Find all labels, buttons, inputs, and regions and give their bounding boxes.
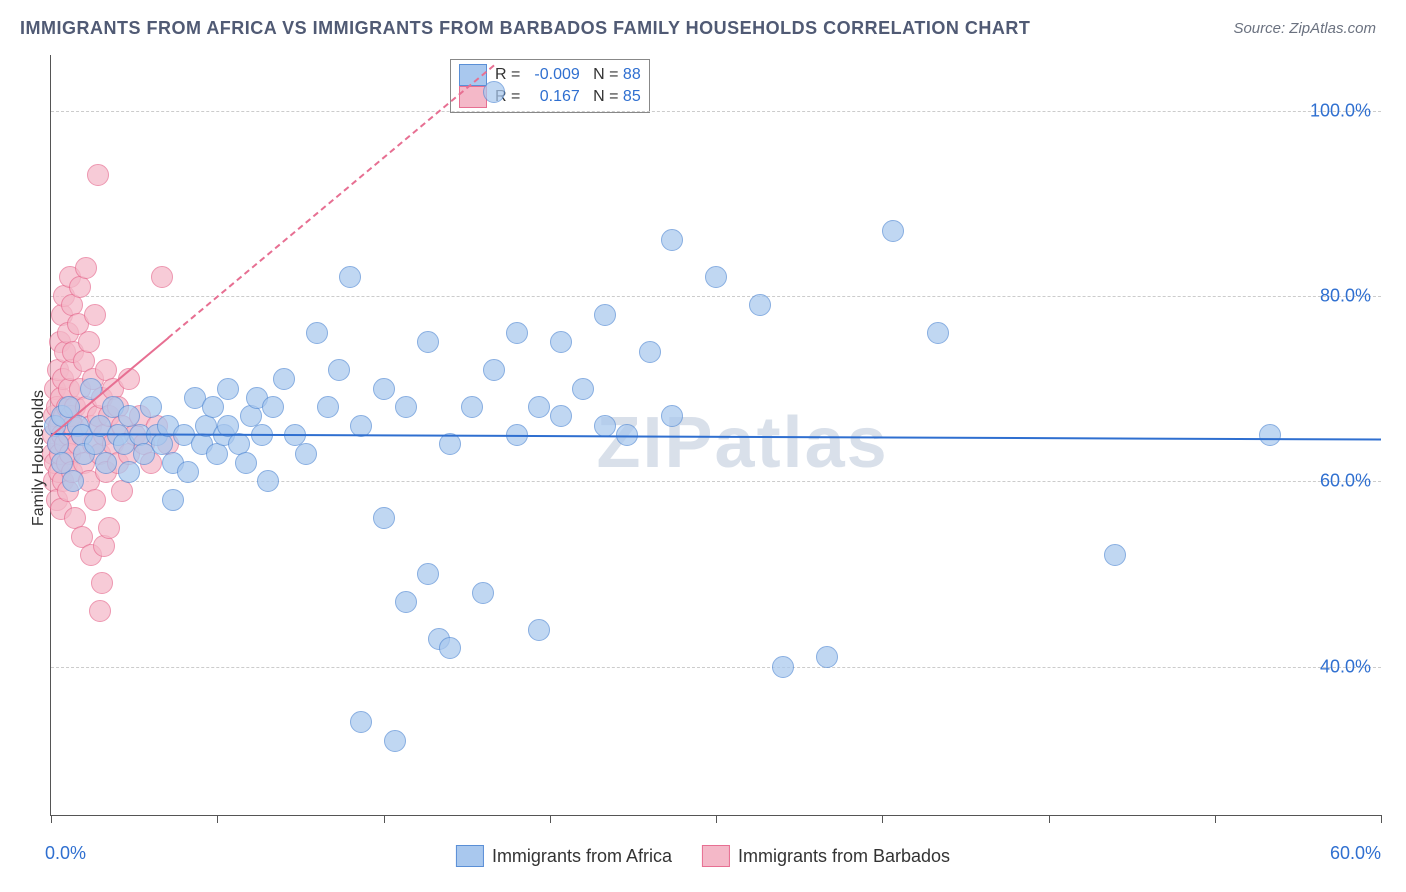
legend-item-africa: Immigrants from Africa	[456, 845, 672, 867]
x-tick	[217, 815, 218, 823]
data-point-africa	[1104, 544, 1126, 566]
data-point-africa	[572, 378, 594, 400]
data-point-africa	[661, 229, 683, 251]
trendline-barbados	[168, 64, 495, 338]
data-point-africa	[1259, 424, 1281, 446]
data-point-barbados	[98, 517, 120, 539]
data-point-africa	[472, 582, 494, 604]
data-point-africa	[339, 266, 361, 288]
data-point-barbados	[89, 600, 111, 622]
data-point-africa	[483, 359, 505, 381]
x-tick	[1215, 815, 1216, 823]
data-point-barbados	[87, 164, 109, 186]
watermark: ZIPatlas	[597, 402, 889, 484]
chart-title: IMMIGRANTS FROM AFRICA VS IMMIGRANTS FRO…	[20, 18, 1030, 39]
source-label: Source: ZipAtlas.com	[1233, 20, 1376, 37]
data-point-africa	[273, 368, 295, 390]
gridline	[51, 667, 1381, 668]
data-point-africa	[118, 461, 140, 483]
data-point-africa	[417, 331, 439, 353]
x-tick	[51, 815, 52, 823]
data-point-africa	[257, 470, 279, 492]
y-axis-label: Family Households	[30, 390, 48, 526]
data-point-africa	[317, 396, 339, 418]
data-point-africa	[483, 81, 505, 103]
data-point-africa	[550, 405, 572, 427]
data-point-africa	[328, 359, 350, 381]
x-tick	[716, 815, 717, 823]
y-tick-label: 80.0%	[1320, 285, 1371, 306]
x-tick	[1381, 815, 1382, 823]
y-tick-label: 40.0%	[1320, 656, 1371, 677]
x-tick	[1049, 815, 1050, 823]
y-tick-label: 60.0%	[1320, 471, 1371, 492]
data-point-africa	[705, 266, 727, 288]
data-point-africa	[528, 396, 550, 418]
data-point-africa	[373, 378, 395, 400]
data-point-barbados	[75, 257, 97, 279]
data-point-africa	[661, 405, 683, 427]
data-point-africa	[506, 322, 528, 344]
data-point-africa	[395, 591, 417, 613]
x-tick	[384, 815, 385, 823]
data-point-africa	[306, 322, 328, 344]
data-point-africa	[927, 322, 949, 344]
data-point-barbados	[84, 489, 106, 511]
gridline	[51, 296, 1381, 297]
data-point-barbados	[78, 331, 100, 353]
data-point-africa	[235, 452, 257, 474]
data-point-africa	[594, 304, 616, 326]
data-point-africa	[594, 415, 616, 437]
correlation-legend: R = -0.009 N = 88 R = 0.167 N = 85	[450, 59, 650, 113]
legend-stats: R = 0.167 N = 85	[495, 88, 641, 106]
data-point-africa	[140, 396, 162, 418]
legend-item-barbados: Immigrants from Barbados	[702, 845, 950, 867]
data-point-africa	[95, 452, 117, 474]
data-point-africa	[417, 563, 439, 585]
legend-label: Immigrants from Barbados	[738, 846, 950, 867]
y-tick-label: 100.0%	[1310, 100, 1371, 121]
data-point-africa	[550, 331, 572, 353]
data-point-africa	[62, 470, 84, 492]
x-tick	[550, 815, 551, 823]
data-point-africa	[461, 396, 483, 418]
data-point-africa	[162, 489, 184, 511]
x-tick	[882, 815, 883, 823]
data-point-barbados	[91, 572, 113, 594]
data-point-africa	[217, 378, 239, 400]
data-point-africa	[373, 507, 395, 529]
data-point-africa	[262, 396, 284, 418]
series-legend: Immigrants from Africa Immigrants from Ba…	[456, 845, 950, 867]
legend-stats: R = -0.009 N = 88	[495, 66, 641, 84]
data-point-barbados	[84, 304, 106, 326]
data-point-africa	[749, 294, 771, 316]
data-point-africa	[350, 711, 372, 733]
data-point-barbados	[93, 535, 115, 557]
plot-area: ZIPatlas R = -0.009 N = 88 R = 0.167 N = …	[50, 55, 1381, 816]
gridline	[51, 111, 1381, 112]
data-point-africa	[395, 396, 417, 418]
data-point-africa	[177, 461, 199, 483]
data-point-africa	[639, 341, 661, 363]
gridline	[51, 481, 1381, 482]
data-point-africa	[384, 730, 406, 752]
legend-swatch	[456, 845, 484, 867]
data-point-africa	[439, 637, 461, 659]
x-axis-max-label: 60.0%	[1330, 843, 1381, 864]
legend-swatch	[702, 845, 730, 867]
data-point-africa	[295, 443, 317, 465]
data-point-barbados	[151, 266, 173, 288]
data-point-africa	[202, 396, 224, 418]
data-point-africa	[816, 646, 838, 668]
data-point-africa	[772, 656, 794, 678]
legend-label: Immigrants from Africa	[492, 846, 672, 867]
data-point-africa	[882, 220, 904, 242]
data-point-africa	[528, 619, 550, 641]
x-axis-min-label: 0.0%	[45, 843, 86, 864]
